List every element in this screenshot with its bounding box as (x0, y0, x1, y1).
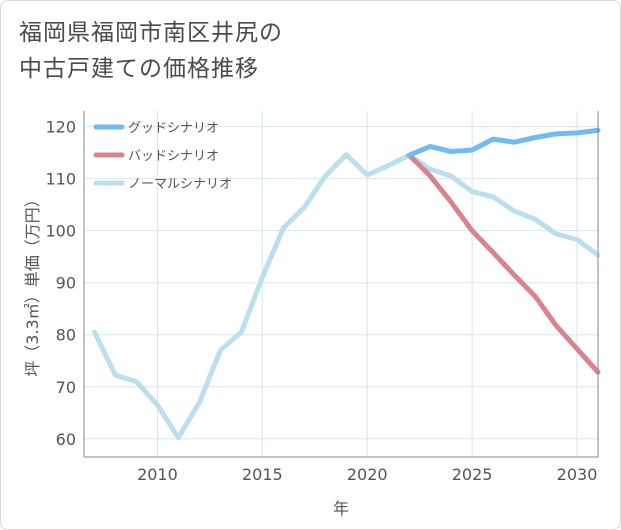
chart-title-line-2: 中古戸建ての価格推移 (19, 56, 259, 82)
x-axis-title: 年 (333, 499, 349, 518)
x-tick-label-2030: 2030 (557, 465, 598, 484)
x-tick-label-2010: 2010 (137, 465, 178, 484)
x-tick-label-2015: 2015 (242, 465, 283, 484)
y-tick-label-60: 60 (56, 430, 76, 449)
plot-frame (83, 111, 599, 458)
legend-label-good: グッドシナリオ (128, 121, 219, 136)
y-tick-label-70: 70 (56, 378, 76, 397)
y-tick-label-80: 80 (56, 326, 76, 345)
tick-labels: 60 70 80 90 100 110 120 2010 2015 2020 2025 2030 (45, 118, 597, 484)
series-line-normal (92, 152, 601, 441)
series-line-good (406, 127, 601, 158)
y-tick-label-90: 90 (56, 274, 76, 293)
chart-title: 福岡県福岡市南区井尻の 中古戸建ての価格推移 (19, 15, 283, 87)
y-tick-label-110: 110 (45, 170, 76, 189)
y-tick-label-100: 100 (45, 222, 76, 241)
x-tick-label-2020: 2020 (347, 465, 388, 484)
y-axis-title: 坪（3.3㎡）単価（万円） (23, 191, 42, 376)
legend-label-bad: バッドシナリオ (128, 149, 219, 164)
grid-lines (84, 111, 598, 457)
series-lines (92, 127, 601, 441)
chart-title-line-1: 福岡県福岡市南区井尻の (19, 20, 283, 46)
x-tick-label-2025: 2025 (452, 465, 493, 484)
series-line-bad (406, 152, 601, 375)
y-tick-label-120: 120 (45, 118, 76, 137)
legend-label-normal: ノーマルシナリオ (128, 177, 232, 192)
